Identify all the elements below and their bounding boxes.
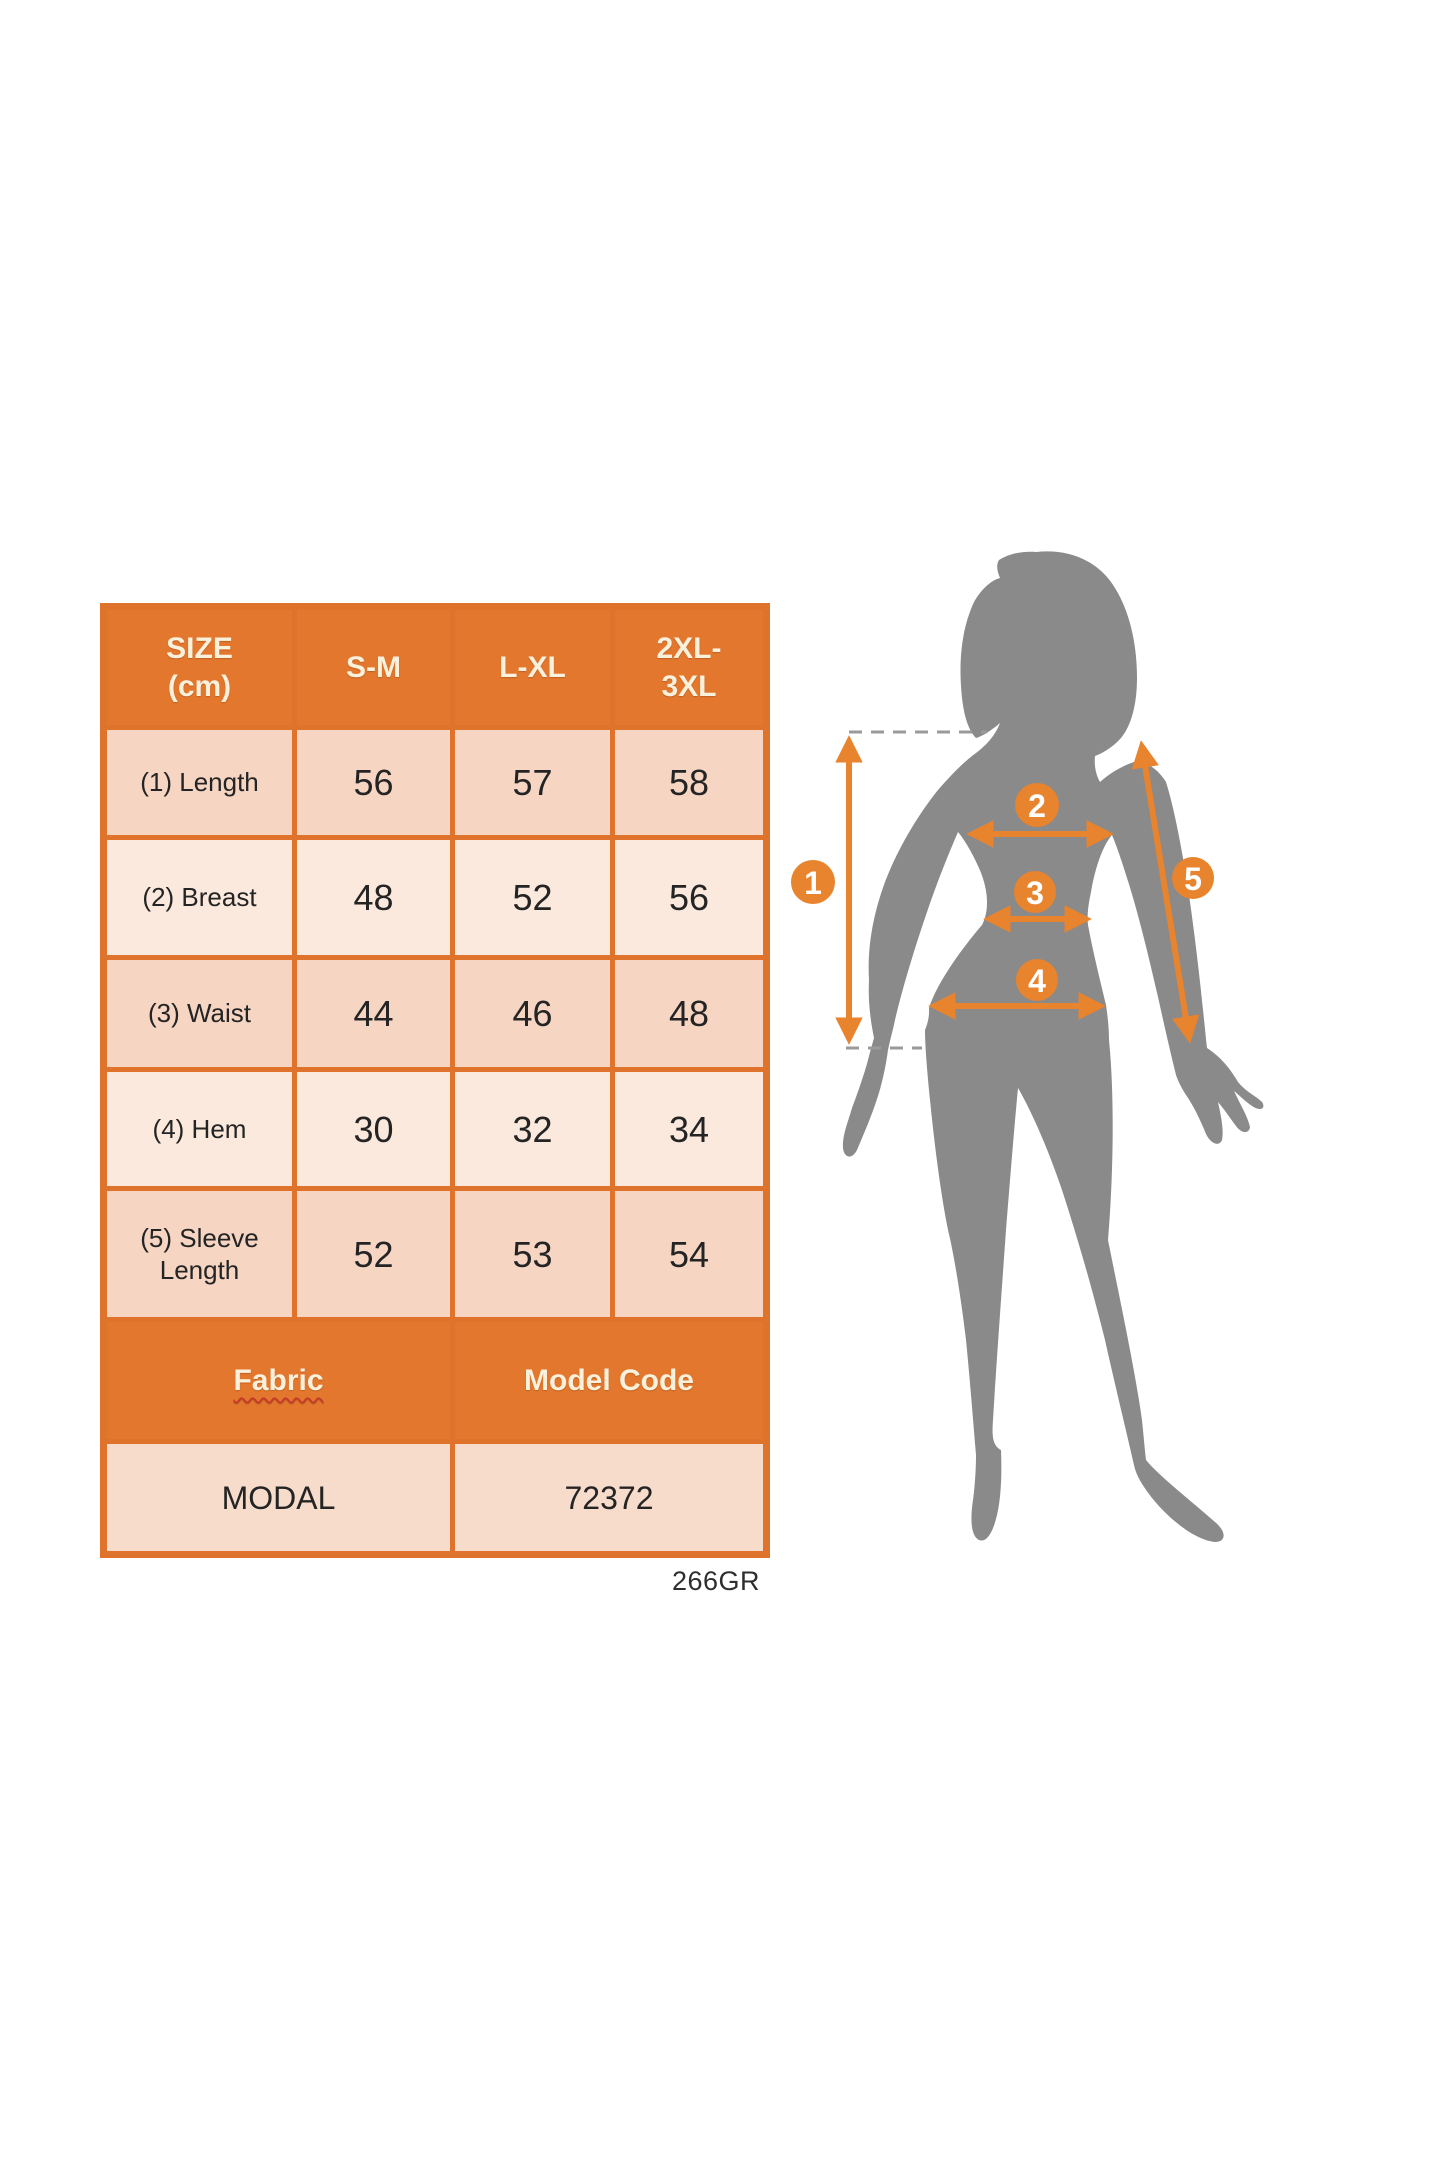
row-hem-2xl: 34 bbox=[615, 1072, 763, 1186]
row-breast-sm: 48 bbox=[297, 840, 450, 955]
row-length-lxl: 57 bbox=[455, 730, 610, 835]
marker-2: 2 bbox=[1015, 783, 1059, 827]
measurement-figure-svg: 1 2 3 4 5 bbox=[791, 551, 1264, 1542]
row-sleeve-2xl: 54 bbox=[615, 1191, 763, 1317]
row-length-2xl: 58 bbox=[615, 730, 763, 835]
row-length-sm: 56 bbox=[297, 730, 450, 835]
row-hem-lxl: 32 bbox=[455, 1072, 610, 1186]
marker-4: 4 bbox=[1016, 959, 1058, 1001]
header-col-s-m: S-M bbox=[297, 610, 450, 725]
row-breast-2xl: 56 bbox=[615, 840, 763, 955]
female-silhouette bbox=[842, 551, 1264, 1542]
row-sleeve-label: (5) Sleeve Length bbox=[107, 1191, 292, 1317]
header-size-line2: (cm) bbox=[167, 669, 232, 703]
weight-note: 266GR bbox=[671, 1566, 760, 1596]
model-code-value: 72372 bbox=[455, 1444, 763, 1551]
marker-1: 1 bbox=[791, 860, 835, 904]
row-length-label: (1) Length bbox=[107, 730, 292, 835]
header-size-line1: SIZE bbox=[166, 632, 233, 665]
svg-text:5: 5 bbox=[1184, 861, 1202, 897]
row-breast-lxl: 52 bbox=[455, 840, 610, 955]
header-size-cm: SIZE (cm) bbox=[107, 610, 292, 725]
sleeve-arrow bbox=[1131, 740, 1200, 1044]
size-chart-table: SIZE (cm) S-M L-XL 2XL- 3XL (1) Length 5… bbox=[100, 603, 770, 1558]
svg-text:2: 2 bbox=[1028, 788, 1046, 824]
marker-3: 3 bbox=[1014, 871, 1056, 913]
row-waist-lxl: 46 bbox=[455, 960, 610, 1067]
row-waist-label: (3) Waist bbox=[107, 960, 292, 1067]
row-breast-label: (2) Breast bbox=[107, 840, 292, 955]
footer-header-fabric: Fabric bbox=[107, 1322, 450, 1439]
marker-5: 5 bbox=[1172, 857, 1214, 899]
row-hem-sm: 30 bbox=[297, 1072, 450, 1186]
footer-header-model-code: Model Code bbox=[455, 1322, 763, 1439]
measurement-figure: 1 2 3 4 5 bbox=[790, 540, 1400, 1600]
svg-text:1: 1 bbox=[804, 865, 822, 901]
row-sleeve-sm: 52 bbox=[297, 1191, 450, 1317]
row-waist-sm: 44 bbox=[297, 960, 450, 1067]
fabric-value: MODAL bbox=[107, 1444, 450, 1551]
row-waist-2xl: 48 bbox=[615, 960, 763, 1067]
row-sleeve-lxl: 53 bbox=[455, 1191, 610, 1317]
svg-text:4: 4 bbox=[1028, 963, 1046, 999]
header-col-2xl-3xl: 2XL- 3XL bbox=[615, 610, 763, 725]
svg-text:3: 3 bbox=[1026, 875, 1044, 911]
header-col-l-xl: L-XL bbox=[455, 610, 610, 725]
row-hem-label: (4) Hem bbox=[107, 1072, 292, 1186]
